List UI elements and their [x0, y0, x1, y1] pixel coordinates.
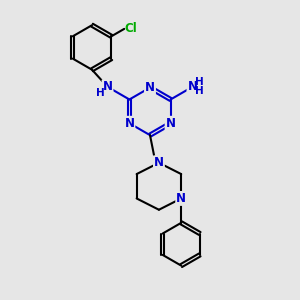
- Text: N: N: [103, 80, 112, 93]
- Text: N: N: [154, 156, 164, 169]
- Text: H: H: [195, 86, 203, 96]
- Text: N: N: [188, 80, 197, 93]
- Text: N: N: [145, 81, 155, 94]
- Text: N: N: [176, 192, 186, 205]
- Text: H: H: [96, 88, 104, 98]
- Text: N: N: [124, 117, 134, 130]
- Text: N: N: [166, 117, 176, 130]
- Text: H: H: [195, 77, 203, 87]
- Text: Cl: Cl: [124, 22, 137, 35]
